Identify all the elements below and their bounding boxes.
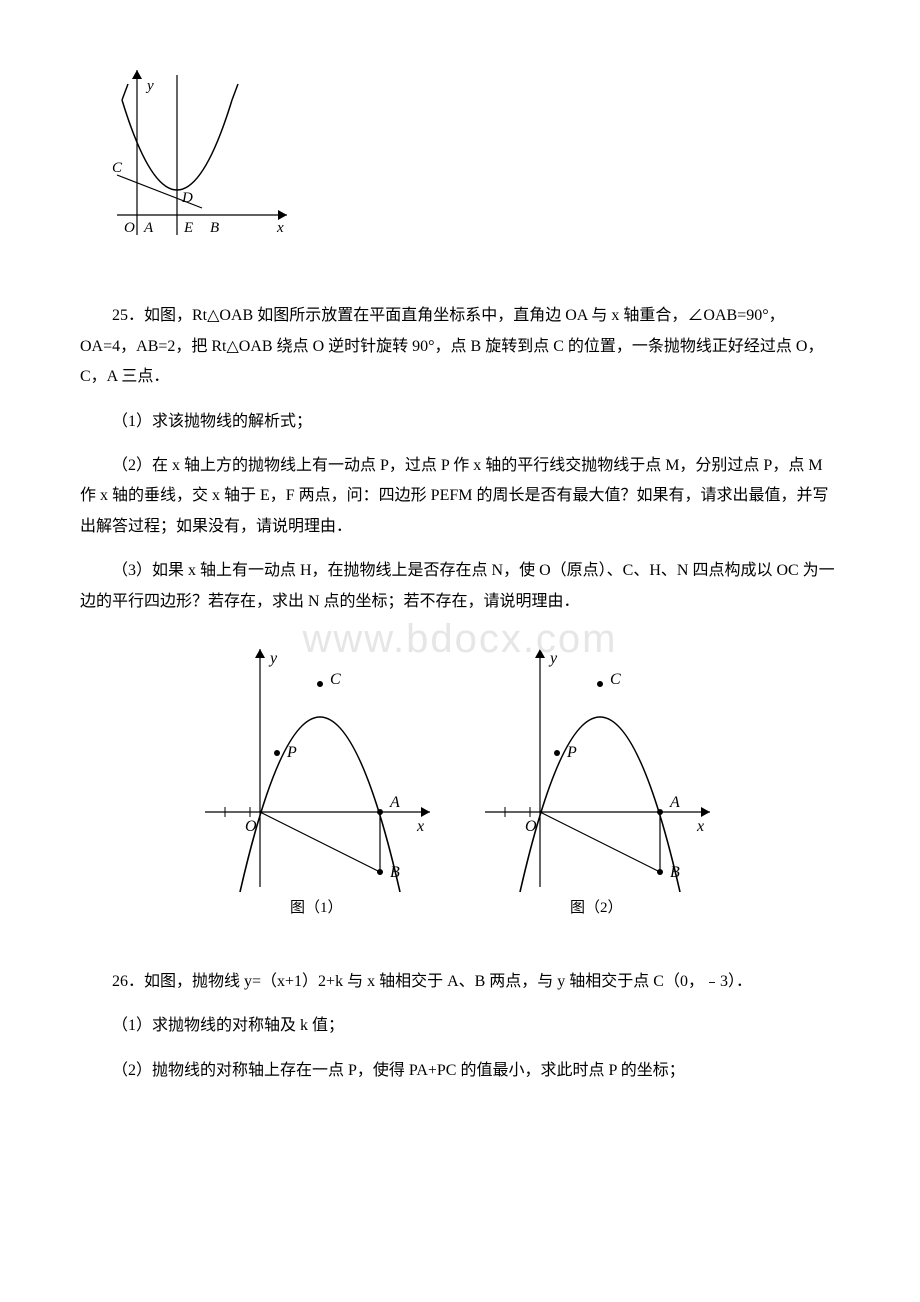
fig2-y-label: y (548, 650, 558, 667)
axis-y-label: y (145, 78, 154, 94)
fig2-O-label: O (525, 818, 537, 835)
axis-x-label: x (276, 220, 284, 236)
fig1-O-label: O (245, 818, 257, 835)
point-E-label: E (183, 220, 193, 236)
fig2-P-label: P (566, 744, 577, 761)
fig2-A-label: A (669, 794, 680, 811)
problem-25-intro: 25．如图，Rt△OAB 如图所示放置在平面直角坐标系中，直角边 OA 与 x … (80, 301, 840, 392)
fig2-x-label: x (696, 818, 704, 835)
problem-25-q1: （1）求该抛物线的解析式； (80, 407, 840, 437)
point-D-label: D (181, 190, 193, 206)
fig1-C-label: C (330, 671, 341, 688)
figure-problem-25: www.bdocx.com y x O (80, 637, 840, 917)
problem-26-q1: （1）求抛物线的对称轴及 k 值； (80, 1011, 840, 1041)
figure-problem-24-style: y x O A B C D E (92, 60, 840, 261)
point-B-label: B (210, 220, 219, 236)
figure-25-2: y x O C P A B 图（2） (475, 637, 725, 917)
problem-25-q3: （3）如果 x 轴上有一动点 H，在抛物线上是否存在点 N，使 O（原点）、C、… (80, 556, 840, 617)
fig1-y-label: y (268, 650, 278, 667)
fig1-P-label: P (286, 744, 297, 761)
point-A-label: A (143, 220, 154, 236)
fig1-x-label: x (416, 818, 424, 835)
fig2-B-label: B (670, 864, 680, 881)
problem-25-q2: （2）在 x 轴上方的抛物线上有一动点 P，过点 P 作 x 轴的平行线交抛物线… (80, 451, 840, 542)
point-O-label: O (124, 220, 135, 236)
fig2-C-label: C (610, 671, 621, 688)
fig2-caption: 图（2） (570, 899, 623, 916)
fig1-B-label: B (390, 864, 400, 881)
point-C-label: C (112, 160, 123, 176)
figure-25-1: y x O C P A B 图（1） (195, 637, 445, 917)
problem-26-intro: 26．如图，抛物线 y=（x+1）2+k 与 x 轴相交于 A、B 两点，与 y… (80, 967, 840, 997)
fig1-A-label: A (389, 794, 400, 811)
fig1-caption: 图（1） (290, 899, 343, 916)
problem-26-q2: （2）抛物线的对称轴上存在一点 P，使得 PA+PC 的值最小，求此时点 P 的… (80, 1056, 840, 1086)
